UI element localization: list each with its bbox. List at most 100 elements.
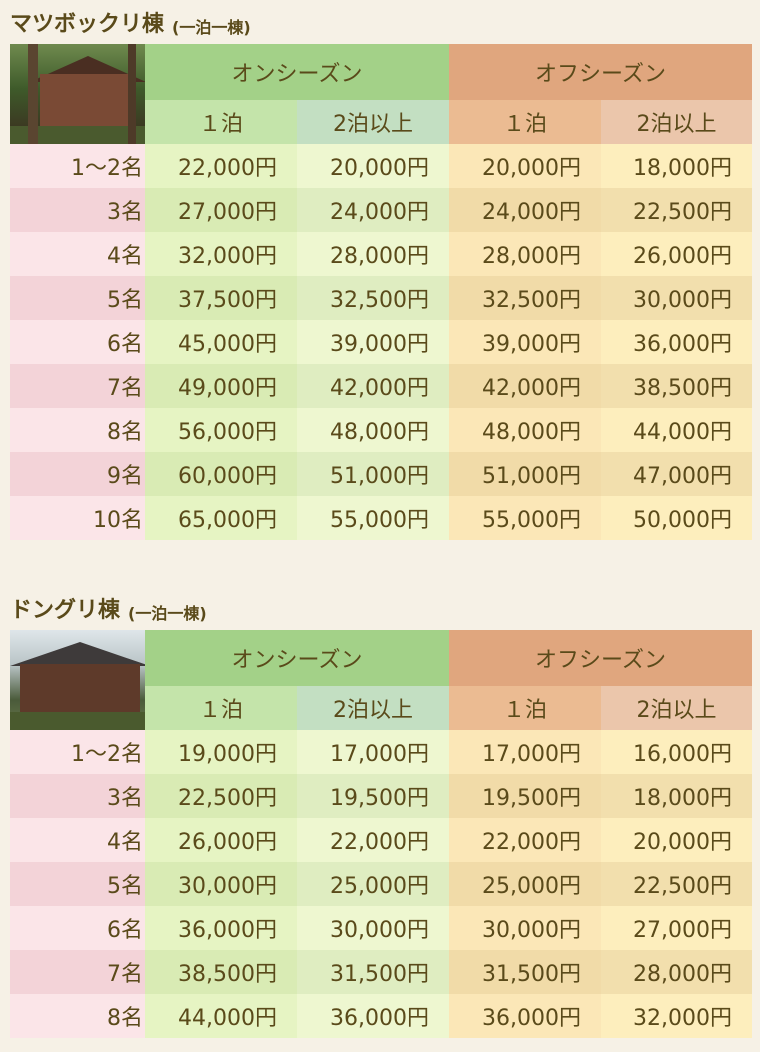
price-off-two-plus: 38,500円 (601, 364, 752, 408)
guest-count-label: 5名 (10, 276, 145, 320)
guest-count-label: 7名 (10, 364, 145, 408)
price-table: オンシーズン オフシーズン １泊 2泊以上 １泊 2泊以上 1〜2名 22,000… (10, 44, 752, 540)
price-on-one-night: 60,000円 (145, 452, 297, 496)
price-off-two-plus: 30,000円 (601, 276, 752, 320)
guest-count-label: 4名 (10, 232, 145, 276)
guest-count-label: 10名 (10, 496, 145, 540)
header-on-one-night: １泊 (145, 100, 297, 144)
price-on-one-night: 37,500円 (145, 276, 297, 320)
price-off-one-night: 55,000円 (449, 496, 601, 540)
header-off-season: オフシーズン (449, 44, 752, 100)
price-off-two-plus: 44,000円 (601, 408, 752, 452)
table-row: 6名 45,000円 39,000円 39,000円 36,000円 (10, 320, 752, 364)
table-row: 7名 49,000円 42,000円 42,000円 38,500円 (10, 364, 752, 408)
price-off-two-plus: 26,000円 (601, 232, 752, 276)
table-row: 5名 37,500円 32,500円 32,500円 30,000円 (10, 276, 752, 320)
guest-count-label: 1〜2名 (10, 144, 145, 188)
price-off-one-night: 30,000円 (449, 906, 601, 950)
price-off-two-plus: 18,000円 (601, 144, 752, 188)
price-off-two-plus: 22,500円 (601, 188, 752, 232)
guest-count-label: 6名 (10, 906, 145, 950)
table-row: 6名 36,000円 30,000円 30,000円 27,000円 (10, 906, 752, 950)
price-on-two-plus: 22,000円 (297, 818, 449, 862)
price-off-two-plus: 18,000円 (601, 774, 752, 818)
guest-count-label: 6名 (10, 320, 145, 364)
pricing-unit-note: (一泊一棟) (172, 18, 251, 37)
guest-count-label: 4名 (10, 818, 145, 862)
price-table: オンシーズン オフシーズン １泊 2泊以上 １泊 2泊以上 1〜2名 19,000… (10, 630, 752, 1038)
table-row: 7名 38,500円 31,500円 31,500円 28,000円 (10, 950, 752, 994)
price-on-one-night: 49,000円 (145, 364, 297, 408)
price-on-two-plus: 20,000円 (297, 144, 449, 188)
table-row: 4名 32,000円 28,000円 28,000円 26,000円 (10, 232, 752, 276)
price-off-one-night: 22,000円 (449, 818, 601, 862)
price-on-one-night: 44,000円 (145, 994, 297, 1038)
table-row: 8名 44,000円 36,000円 36,000円 32,000円 (10, 994, 752, 1038)
price-off-two-plus: 20,000円 (601, 818, 752, 862)
price-on-two-plus: 17,000円 (297, 730, 449, 774)
price-off-one-night: 51,000円 (449, 452, 601, 496)
price-on-two-plus: 42,000円 (297, 364, 449, 408)
header-on-season: オンシーズン (145, 630, 449, 686)
price-off-two-plus: 16,000円 (601, 730, 752, 774)
price-on-two-plus: 55,000円 (297, 496, 449, 540)
price-on-one-night: 22,500円 (145, 774, 297, 818)
price-on-one-night: 22,000円 (145, 144, 297, 188)
price-rows: 1〜2名 22,000円 20,000円 20,000円 18,000円 3名 27,000… (10, 144, 752, 540)
table-row: 8名 56,000円 48,000円 48,000円 44,000円 (10, 408, 752, 452)
price-off-two-plus: 22,500円 (601, 862, 752, 906)
table-row: 1〜2名 22,000円 20,000円 20,000円 18,000円 (10, 144, 752, 188)
price-off-one-night: 48,000円 (449, 408, 601, 452)
price-on-one-night: 32,000円 (145, 232, 297, 276)
guest-count-label: 3名 (10, 774, 145, 818)
price-off-one-night: 20,000円 (449, 144, 601, 188)
header-off-two-plus: 2泊以上 (601, 100, 752, 144)
price-on-two-plus: 39,000円 (297, 320, 449, 364)
cabin-image (10, 630, 145, 730)
price-off-two-plus: 47,000円 (601, 452, 752, 496)
table-row: 3名 22,500円 19,500円 19,500円 18,000円 (10, 774, 752, 818)
cabin-name: マツボックリ棟 (10, 12, 165, 37)
guest-count-label: 9名 (10, 452, 145, 496)
price-on-one-night: 56,000円 (145, 408, 297, 452)
pricing-section-donguri: ドングリ棟 (一泊一棟) オンシーズン オフシーズン １泊 2泊以上 １泊 2泊… (10, 586, 752, 1038)
header-off-one-night: １泊 (449, 100, 601, 144)
table-row: 9名 60,000円 51,000円 51,000円 47,000円 (10, 452, 752, 496)
cabin-photo (10, 630, 145, 730)
price-off-one-night: 17,000円 (449, 730, 601, 774)
price-on-two-plus: 24,000円 (297, 188, 449, 232)
price-on-one-night: 19,000円 (145, 730, 297, 774)
price-on-one-night: 36,000円 (145, 906, 297, 950)
guest-count-label: 1〜2名 (10, 730, 145, 774)
price-on-two-plus: 28,000円 (297, 232, 449, 276)
price-off-one-night: 25,000円 (449, 862, 601, 906)
guest-count-label: 8名 (10, 408, 145, 452)
header-off-season: オフシーズン (449, 630, 752, 686)
price-off-one-night: 42,000円 (449, 364, 601, 408)
price-on-two-plus: 36,000円 (297, 994, 449, 1038)
price-off-two-plus: 36,000円 (601, 320, 752, 364)
guest-count-label: 7名 (10, 950, 145, 994)
section-title: ドングリ棟 (一泊一棟) (10, 586, 752, 630)
pricing-unit-note: (一泊一棟) (128, 604, 207, 623)
price-off-one-night: 31,500円 (449, 950, 601, 994)
header-on-two-plus: 2泊以上 (297, 686, 449, 730)
price-off-one-night: 28,000円 (449, 232, 601, 276)
price-on-one-night: 65,000円 (145, 496, 297, 540)
header-on-one-night: １泊 (145, 686, 297, 730)
table-row: 4名 26,000円 22,000円 22,000円 20,000円 (10, 818, 752, 862)
header-on-season: オンシーズン (145, 44, 449, 100)
price-on-two-plus: 30,000円 (297, 906, 449, 950)
price-on-one-night: 45,000円 (145, 320, 297, 364)
cabin-name: ドングリ棟 (10, 598, 121, 623)
price-off-one-night: 19,500円 (449, 774, 601, 818)
price-off-two-plus: 28,000円 (601, 950, 752, 994)
header-off-one-night: １泊 (449, 686, 601, 730)
price-on-two-plus: 25,000円 (297, 862, 449, 906)
price-on-one-night: 26,000円 (145, 818, 297, 862)
guest-count-label: 3名 (10, 188, 145, 232)
price-off-one-night: 36,000円 (449, 994, 601, 1038)
table-row: 3名 27,000円 24,000円 24,000円 22,500円 (10, 188, 752, 232)
pricing-section-matsubokkuri: マツボックリ棟 (一泊一棟) オンシーズン オフシーズン １泊 2泊以上 １泊 … (10, 0, 752, 540)
price-on-two-plus: 51,000円 (297, 452, 449, 496)
